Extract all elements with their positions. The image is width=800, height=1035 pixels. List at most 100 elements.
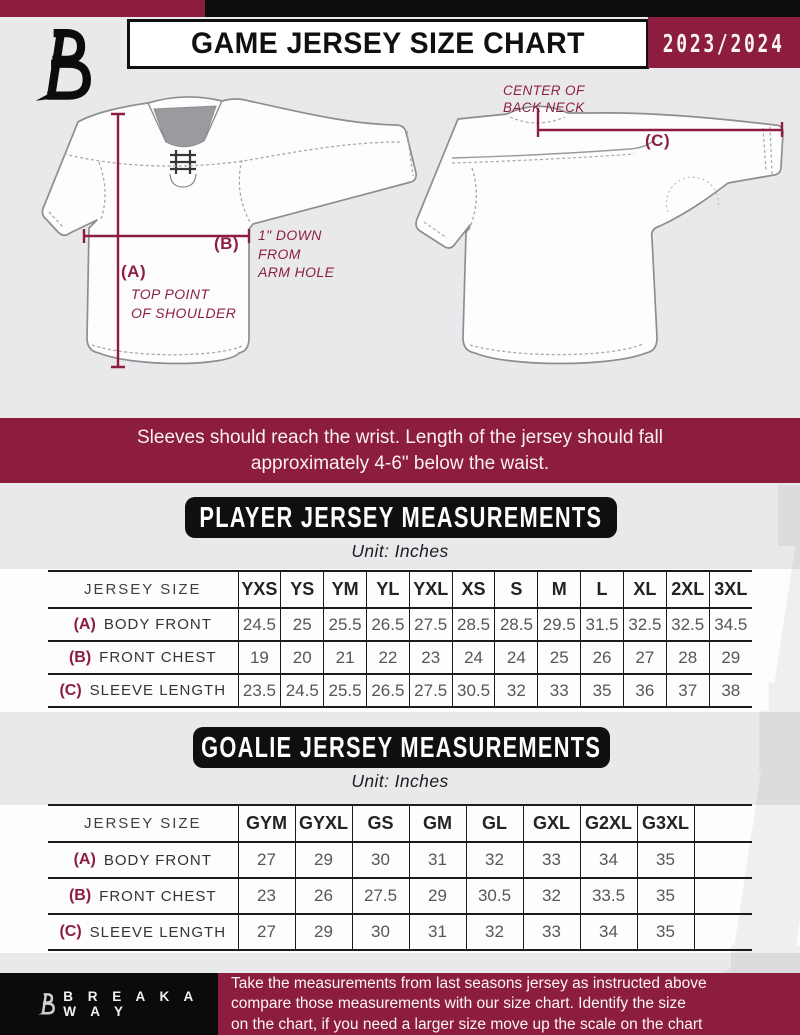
- empty-cell: [693, 914, 752, 950]
- goalie-front-chest-row: (B) FRONT CHEST 23 26 27.5 29 30.5 32 33.…: [48, 878, 752, 914]
- measurement-line-b: [82, 229, 251, 243]
- player-size-table: JERSEY SIZE YXS YS YM YL YXL XS S M L XL…: [48, 570, 752, 708]
- measurement-cell: 24: [494, 641, 538, 674]
- measurement-cell: 27.5: [408, 608, 453, 641]
- measurement-cell: 25.5: [323, 674, 367, 707]
- front-jersey-diagram: [41, 96, 417, 365]
- goalie-size-table: JERSEY SIZE GYM GYXL GS GM GL GXL G2XL G…: [48, 804, 752, 951]
- measurement-cell: 30.5: [465, 878, 523, 914]
- measurement-cell: 35: [580, 674, 624, 707]
- player-header-row: JERSEY SIZE YXS YS YM YL YXL XS S M L XL…: [48, 571, 752, 608]
- player-measurements-banner: PLAYER JERSEY MEASUREMENTS: [185, 497, 617, 538]
- measurement-cell: 26.5: [365, 608, 410, 641]
- footer-brand-block: B R E A K A W A Y: [0, 973, 218, 1035]
- size-column-header: M: [537, 571, 581, 608]
- row-label: SLEEVE LENGTH: [89, 923, 227, 941]
- size-column-header: GS: [351, 805, 409, 842]
- measurement-cell: 26: [580, 641, 624, 674]
- note-a: TOP POINT OF SHOULDER: [131, 286, 237, 321]
- size-column-header: G3XL: [636, 805, 694, 842]
- footer-note-line-3: on the chart, if you need a larger size …: [231, 1015, 703, 1033]
- goalie-sleeve-length-row: (C) SLEEVE LENGTH 27 29 30 31 32 33 34 35: [48, 914, 752, 950]
- measurement-cell: 20: [280, 641, 324, 674]
- measurement-cell: 30: [351, 914, 409, 950]
- measurement-cell: 30.5: [451, 674, 495, 707]
- empty-cell: [693, 805, 752, 842]
- goalie-measurements-banner: GOALIE JERSEY MEASUREMENTS: [193, 727, 610, 768]
- size-column-header: XL: [622, 571, 667, 608]
- measurement-cell: 28: [665, 641, 710, 674]
- label-a: (A): [121, 262, 147, 281]
- goalie-body-front-row: (A) BODY FRONT 27 29 30 31 32 33 34 35: [48, 842, 752, 878]
- measurement-cell: 33: [537, 674, 581, 707]
- measurement-cell: 28.5: [494, 608, 538, 641]
- measurement-cell: 35: [636, 842, 694, 878]
- row-key: (A): [73, 615, 96, 633]
- row-key: (A): [73, 851, 96, 868]
- measurement-cell: 29: [294, 914, 352, 950]
- measurement-cell: 19: [237, 641, 281, 674]
- season-text: 2023/2024: [663, 27, 785, 58]
- player-sleeve-length-row: (C) SLEEVE LENGTH 23.5 24.5 25.5 26.5 27.…: [48, 674, 752, 707]
- size-column-header: L: [580, 571, 624, 608]
- measurement-cell: 30: [351, 842, 409, 878]
- table-corner-label: JERSEY SIZE: [83, 581, 202, 598]
- row-key: (B): [68, 648, 92, 666]
- back-jersey-diagram: [415, 105, 784, 365]
- row-label: BODY FRONT: [103, 851, 212, 869]
- measurement-cell: 34: [579, 914, 637, 950]
- brand-name: B R E A K A W A Y: [63, 989, 199, 1019]
- row-key: (C): [59, 681, 82, 699]
- measurement-cell: 24.5: [280, 674, 324, 707]
- measurement-cell: 38: [708, 674, 752, 707]
- note-b: 1" DOWN FROM ARM HOLE: [258, 227, 335, 280]
- measurement-cell: 31: [408, 842, 466, 878]
- measurement-cell: 24.5: [237, 608, 281, 641]
- measurement-cell: 32.5: [665, 608, 710, 641]
- jersey-diagrams: [41, 96, 784, 369]
- label-c: (C): [645, 131, 671, 150]
- measurement-cell: 36: [622, 674, 667, 707]
- measurement-cell: 32: [465, 842, 523, 878]
- size-column-header: G2XL: [579, 805, 637, 842]
- player-body-front-row: (A) BODY FRONT 24.5 25 25.5 26.5 27.5 28.…: [48, 608, 752, 641]
- measurement-cell: 29: [294, 842, 352, 878]
- top-strip-accent: [0, 0, 205, 17]
- measurement-cell: 25.5: [323, 608, 367, 641]
- empty-cell: [693, 878, 752, 914]
- measurement-cell: 23: [408, 641, 453, 674]
- measurement-cell: 32: [465, 914, 523, 950]
- player-front-chest-row: (B) FRONT CHEST 19 20 21 22 23 24 24 25 2…: [48, 641, 752, 674]
- row-label: FRONT CHEST: [99, 887, 217, 905]
- measurement-cell: 34: [579, 842, 637, 878]
- measurement-cell: 32.5: [622, 608, 667, 641]
- measurement-cell: 26.5: [365, 674, 410, 707]
- breakaway-monogram-icon: [35, 28, 91, 101]
- front-jersey-collar: [147, 100, 223, 188]
- row-key: (B): [68, 887, 92, 904]
- measurement-cell: 35: [636, 878, 694, 914]
- measurement-cell: 33: [522, 914, 580, 950]
- measurement-cell: 27: [622, 641, 667, 674]
- measurement-cell: 32: [522, 878, 580, 914]
- measurement-cell: 21: [323, 641, 367, 674]
- row-label: FRONT CHEST: [99, 649, 217, 666]
- measurement-cell: 37: [665, 674, 710, 707]
- note-c: CENTER OF BACK NECK: [503, 83, 585, 115]
- measurement-cell: 25: [280, 608, 324, 641]
- size-column-header: YXL: [408, 571, 453, 608]
- measurement-cell: 23: [237, 878, 295, 914]
- measurement-cell: 34.5: [708, 608, 752, 641]
- measurement-cell: 29: [408, 878, 466, 914]
- notice-banner: Sleeves should reach the wrist. Length o…: [0, 418, 800, 483]
- size-column-header: S: [494, 571, 538, 608]
- measurement-cell: 31.5: [580, 608, 624, 641]
- measurement-cell: 35: [636, 914, 694, 950]
- size-column-header: 2XL: [665, 571, 710, 608]
- size-column-header: 3XL: [708, 571, 752, 608]
- measurement-cell: 26: [294, 878, 352, 914]
- measurement-cell: 29.5: [537, 608, 581, 641]
- front-jersey-seams: [48, 130, 414, 356]
- size-column-header: GYM: [237, 805, 295, 842]
